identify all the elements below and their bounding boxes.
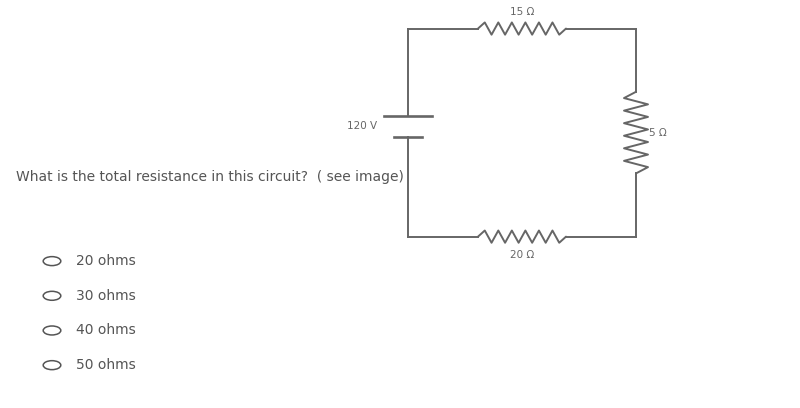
Text: 15 Ω: 15 Ω — [510, 7, 534, 17]
Text: 20 Ω: 20 Ω — [510, 250, 534, 260]
Text: 5 Ω: 5 Ω — [649, 128, 666, 137]
Text: 20 ohms: 20 ohms — [76, 254, 136, 268]
Text: What is the total resistance in this circuit?  ( see image): What is the total resistance in this cir… — [16, 171, 404, 184]
Text: 40 ohms: 40 ohms — [76, 324, 136, 337]
Text: 120 V: 120 V — [347, 122, 378, 131]
Text: 50 ohms: 50 ohms — [76, 358, 136, 372]
Text: 30 ohms: 30 ohms — [76, 289, 136, 303]
